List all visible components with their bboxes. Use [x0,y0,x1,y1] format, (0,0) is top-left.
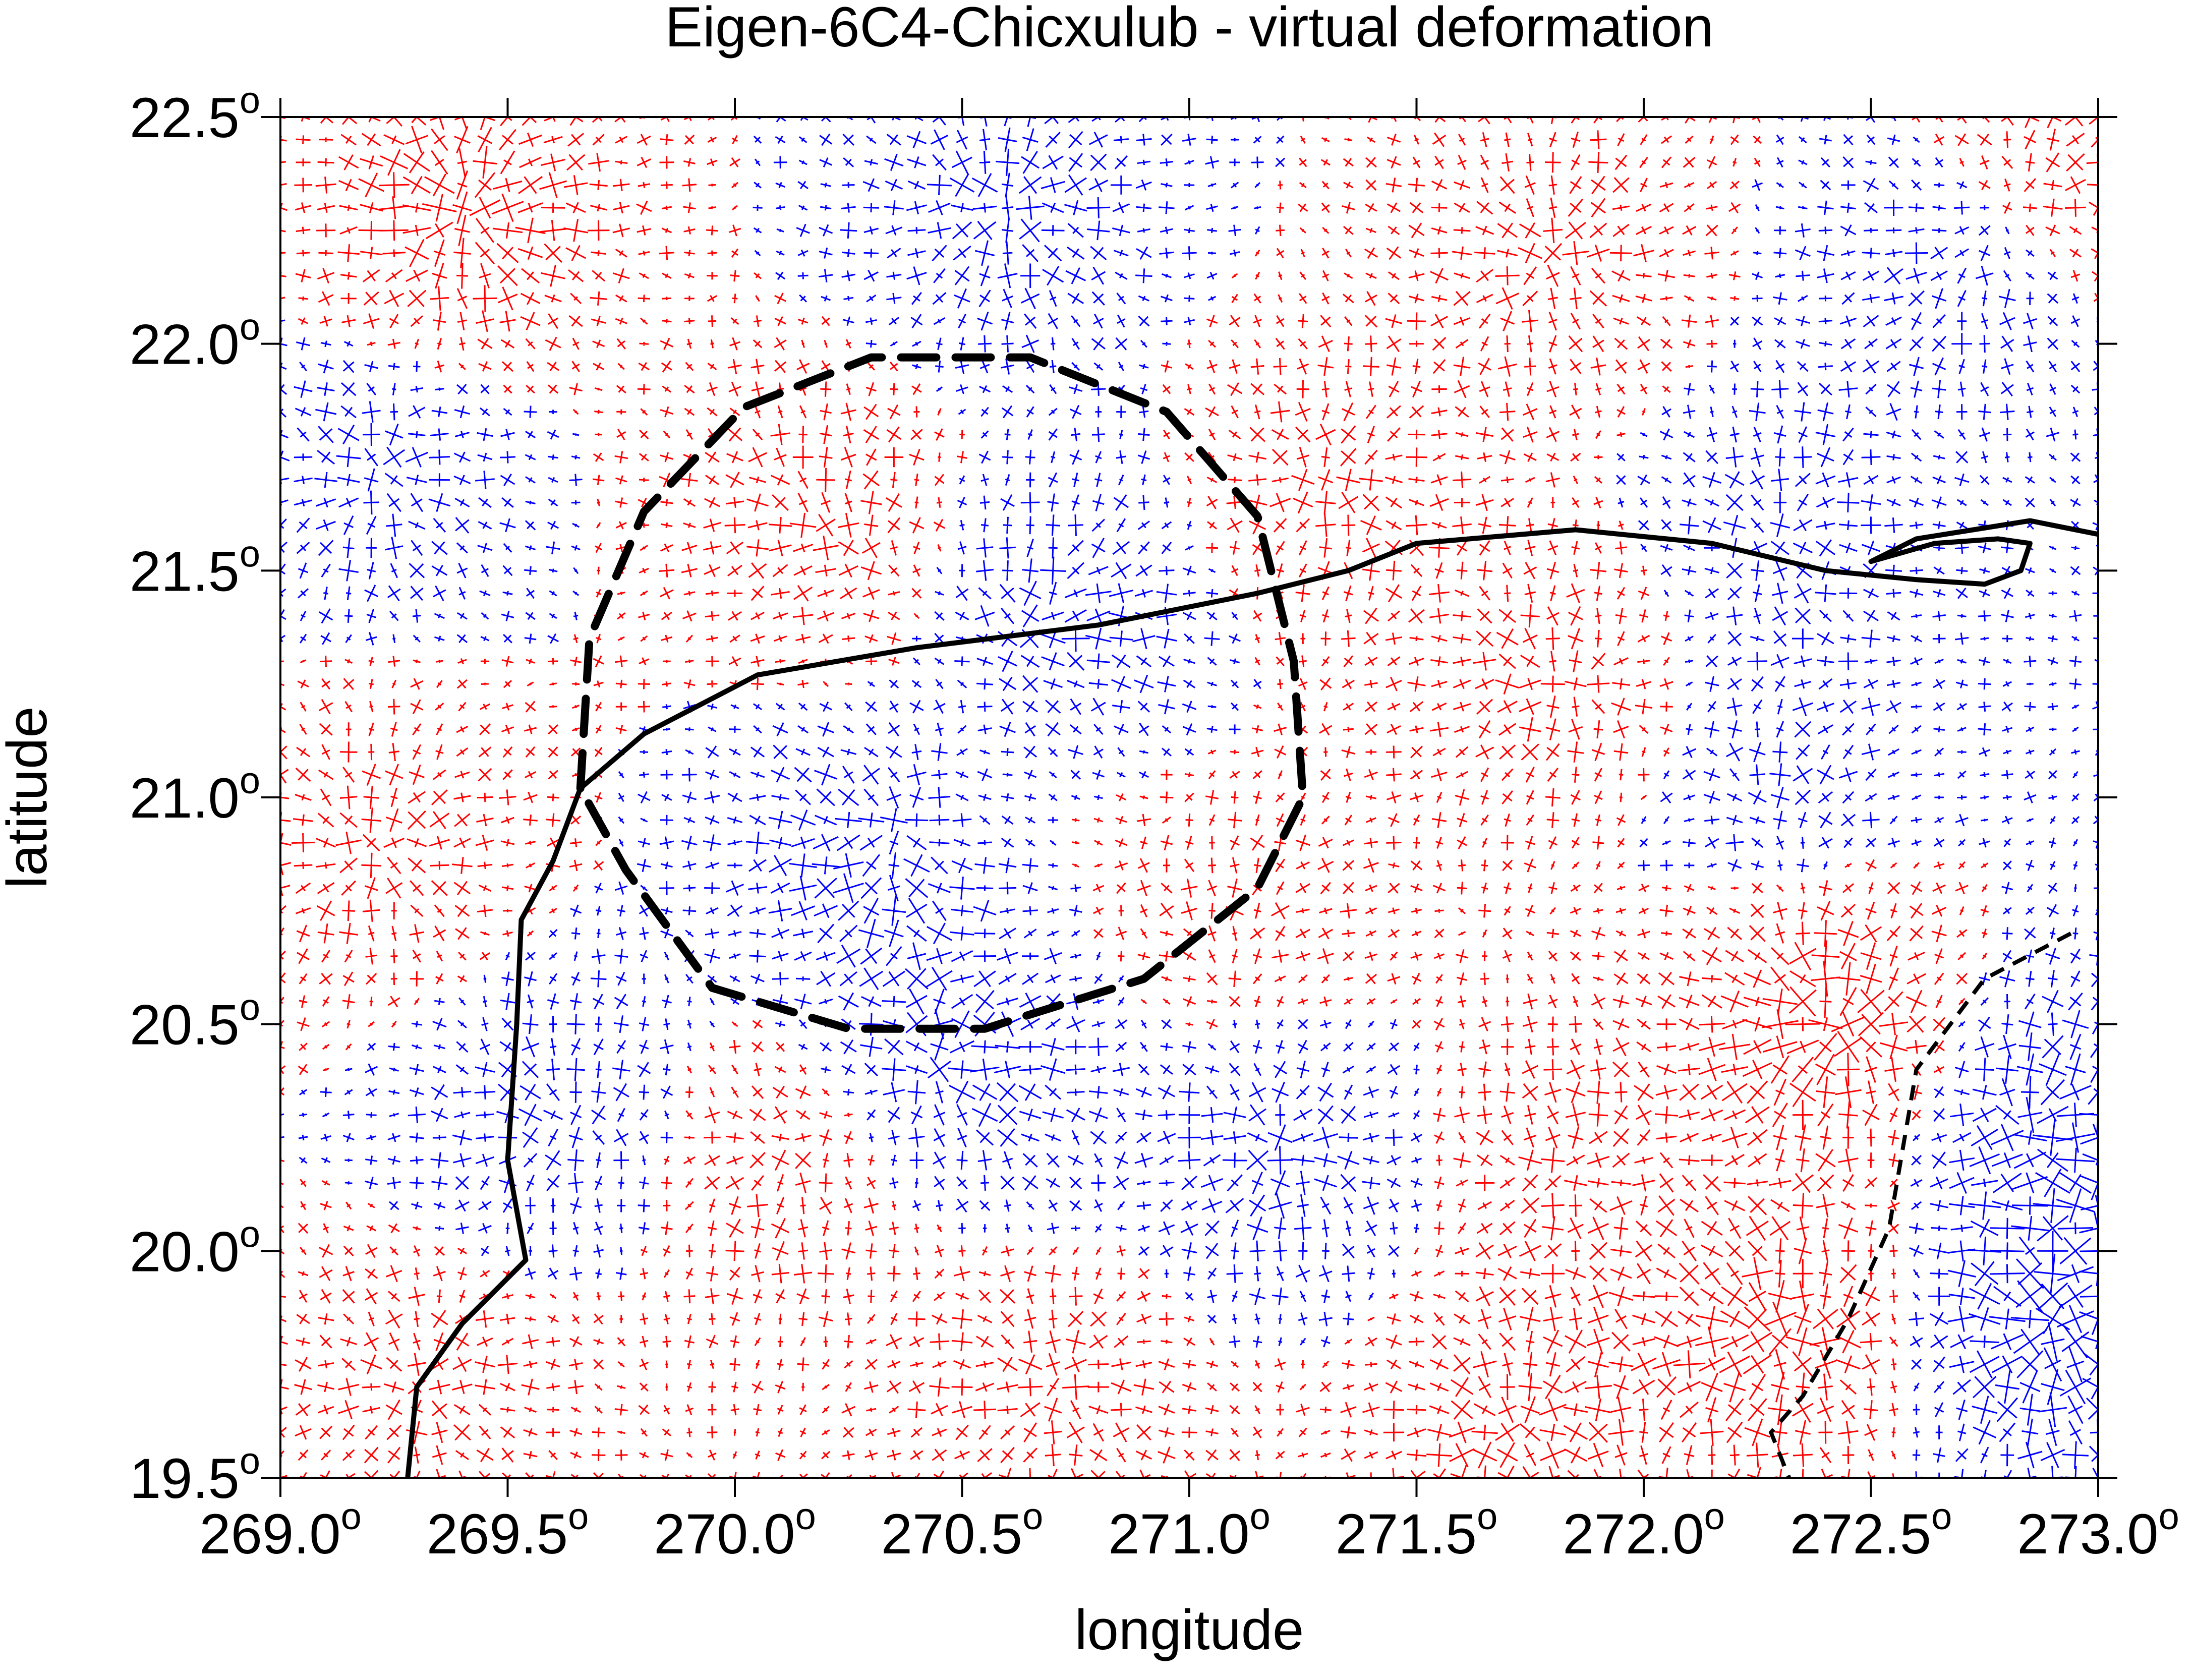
crater-ring-outline [576,353,1307,1033]
y-tick-label: 22.5o [130,79,260,149]
y-axis-label: latitude [0,706,59,888]
x-tick-value: 271.0 [1108,1502,1249,1566]
y-tick-label: 20.0o [130,1213,260,1283]
degree-symbol: o [240,760,260,801]
degree-symbol: o [341,1495,362,1537]
x-tick-value: 272.5 [1790,1502,1931,1566]
chart-title: Eigen-6C4-Chicxulub - virtual deformatio… [665,0,1713,59]
degree-symbol: o [240,79,260,121]
coastline [405,518,2098,1478]
degree-symbol: o [1022,1495,1043,1537]
x-tick-value: 270.5 [881,1502,1022,1566]
degree-symbol: o [240,533,260,574]
x-tick-value: 271.5 [1336,1502,1477,1566]
y-tick-value: 21.0 [130,767,240,830]
degree-symbol: o [240,987,260,1028]
x-tick-label: 269.0o [199,1495,361,1566]
degree-symbol: o [568,1495,589,1537]
y-tick-value: 22.0 [130,313,240,376]
x-axis: 269.0o 269.5o 270.0o 270.5o 271.0o 271.5o 272.… [199,98,2179,1566]
y-tick-value: 19.5 [130,1447,240,1510]
degree-symbol: o [240,1213,260,1255]
degree-symbol: o [1250,1495,1270,1537]
x-tick-label: 270.5o [881,1495,1043,1566]
degree-symbol: o [2159,1495,2179,1537]
x-tick-label: 271.5o [1336,1495,1497,1566]
y-tick-label: 19.5o [130,1440,260,1510]
x-tick-value: 273.0 [2017,1502,2158,1566]
y-tick-label: 21.0o [130,760,260,830]
y-tick-label: 20.5o [130,987,260,1057]
red-strain-markers [280,117,2098,1478]
y-tick-value: 21.5 [130,540,240,603]
degree-symbol: o [795,1495,816,1537]
y-tick-label: 22.0o [130,306,260,376]
degree-symbol: o [1477,1495,1497,1537]
degree-symbol: o [240,306,260,348]
x-tick-value: 269.5 [427,1502,568,1566]
x-axis-label: longitude [1075,1598,1304,1661]
x-tick-value: 269.0 [199,1502,340,1566]
blue-strain-markers [280,117,2098,1478]
y-tick-value: 22.5 [130,86,240,149]
y-tick-label: 21.5o [130,533,260,603]
x-tick-value: 270.0 [654,1502,795,1566]
degree-symbol: o [240,1440,260,1482]
degree-symbol: o [1931,1495,1952,1537]
y-tick-value: 20.5 [130,994,240,1057]
y-tick-value: 20.0 [130,1220,240,1283]
x-tick-value: 272.0 [1563,1502,1704,1566]
degree-symbol: o [1704,1495,1725,1537]
x-tick-label: 271.0o [1108,1495,1270,1566]
x-tick-label: 272.5o [1790,1495,1952,1566]
x-tick-label: 273.0o [2017,1495,2179,1566]
x-tick-label: 272.0o [1563,1495,1724,1566]
x-tick-label: 270.0o [654,1495,816,1566]
vector-field [280,117,2098,1478]
map-curves [405,353,2098,1478]
x-tick-label: 269.5o [427,1495,589,1566]
